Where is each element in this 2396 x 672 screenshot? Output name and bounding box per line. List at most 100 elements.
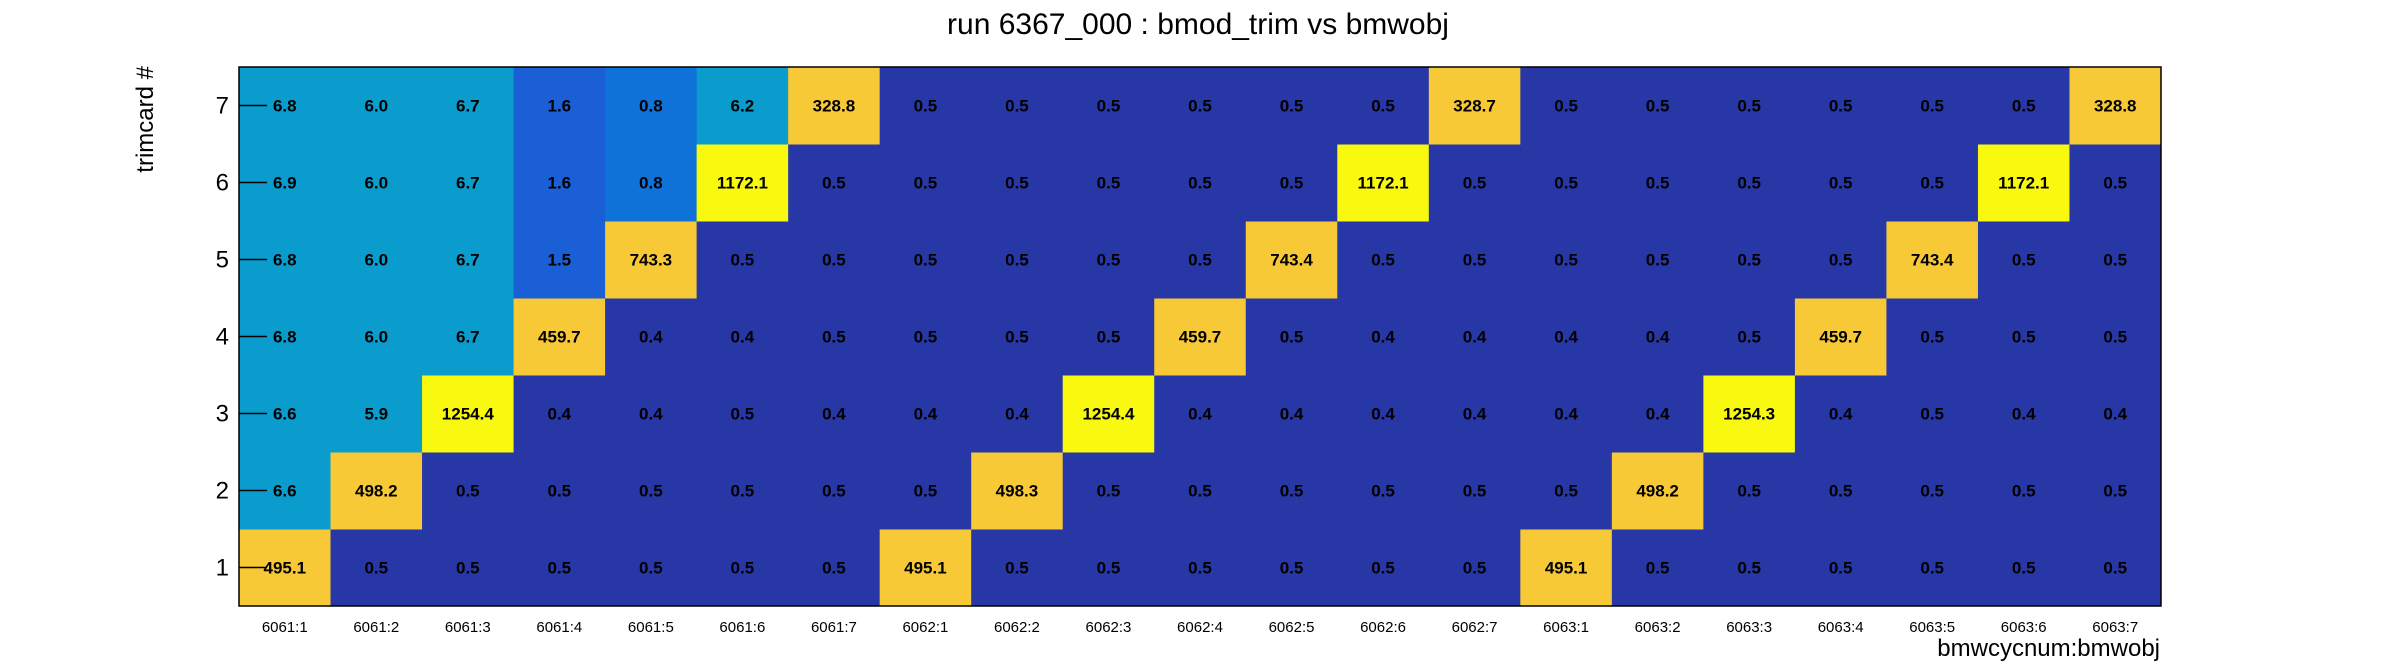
heatmap-cell <box>696 144 789 222</box>
heatmap-cell <box>879 298 972 376</box>
cell-value-label: 495.1 <box>904 559 947 578</box>
cell-value-label: 0.5 <box>1646 251 1670 270</box>
cell-value-label: 495.1 <box>1545 559 1588 578</box>
cell-value-label: 0.5 <box>1371 482 1395 501</box>
heatmap-cell <box>788 452 881 530</box>
x-tick-label: 6062:6 <box>1360 619 1406 636</box>
heatmap-cell <box>788 298 881 376</box>
heatmap-cell <box>879 221 972 299</box>
heatmap-cell <box>1794 67 1887 145</box>
heatmap-cell <box>971 529 1064 607</box>
cell-value-label: 0.5 <box>1554 251 1578 270</box>
cell-value-label: 0.8 <box>639 97 663 116</box>
cell-value-label: 0.4 <box>1463 328 1487 347</box>
cell-value-label: 0.5 <box>1554 482 1578 501</box>
cell-value-label: 0.5 <box>1371 559 1395 578</box>
heatmap-cell <box>1886 221 1979 299</box>
heatmap-cell <box>1886 452 1979 530</box>
heatmap-cell <box>1611 298 1704 376</box>
cell-value-label: 0.5 <box>1280 559 1304 578</box>
heatmap-cell <box>605 375 698 453</box>
heatmap-cell <box>1520 452 1613 530</box>
heatmap-cell <box>1794 221 1887 299</box>
heatmap-cell <box>1520 67 1613 145</box>
cell-value-label: 6.0 <box>364 174 388 193</box>
heatmap-cell <box>422 67 515 145</box>
heatmap-cell <box>330 375 423 453</box>
cell-value-label: 0.5 <box>1097 482 1121 501</box>
heatmap-cell <box>513 529 606 607</box>
cell-value-label: 0.5 <box>1737 174 1761 193</box>
heatmap-cell <box>1062 144 1155 222</box>
cell-value-label: 0.5 <box>1005 328 1029 347</box>
heatmap-cell <box>1154 67 1247 145</box>
heatmap-cell <box>1977 375 2070 453</box>
cell-value-label: 0.4 <box>914 405 938 424</box>
cell-value-label: 6.8 <box>273 251 297 270</box>
heatmap-cell <box>696 298 789 376</box>
heatmap-cell <box>1154 375 1247 453</box>
heatmap-cell <box>2069 144 2162 222</box>
cell-value-label: 0.4 <box>2012 405 2036 424</box>
cell-value-label: 6.8 <box>273 97 297 116</box>
cell-value-label: 6.6 <box>273 482 297 501</box>
cell-value-label: 1254.4 <box>442 405 495 424</box>
cell-value-label: 0.4 <box>1646 328 1670 347</box>
cell-value-label: 6.7 <box>456 251 480 270</box>
cell-value-label: 0.5 <box>1097 97 1121 116</box>
cell-value-label: 0.4 <box>731 328 755 347</box>
cell-value-label: 1.5 <box>548 251 572 270</box>
cell-value-label: 459.7 <box>1819 328 1862 347</box>
cell-value-label: 0.5 <box>731 405 755 424</box>
heatmap-cell <box>1337 452 1430 530</box>
cell-value-label: 0.5 <box>2103 328 2127 347</box>
heatmap-cell <box>696 67 789 145</box>
cell-value-label: 1.6 <box>548 97 572 116</box>
cell-value-label: 1.6 <box>548 174 572 193</box>
heatmap-cell <box>513 221 606 299</box>
cell-value-label: 0.4 <box>1188 405 1212 424</box>
heatmap-cell <box>330 298 423 376</box>
cell-value-label: 0.5 <box>2012 482 2036 501</box>
cell-value-label: 495.1 <box>263 559 306 578</box>
cell-value-label: 328.8 <box>813 97 856 116</box>
cell-value-label: 0.5 <box>1463 482 1487 501</box>
heatmap-cell <box>1245 529 1338 607</box>
heatmap-cell <box>1611 529 1704 607</box>
heatmap-cell <box>1794 298 1887 376</box>
cell-value-label: 0.5 <box>1554 174 1578 193</box>
heatmap-cell <box>1886 375 1979 453</box>
cell-value-label: 0.5 <box>822 559 846 578</box>
cell-value-label: 0.5 <box>639 482 663 501</box>
heatmap-cell <box>1520 375 1613 453</box>
cell-value-label: 0.4 <box>1554 328 1578 347</box>
cell-value-label: 0.5 <box>822 482 846 501</box>
x-axis-title: bmwcycnum:bmwobj <box>1937 635 2160 662</box>
cell-value-label: 0.5 <box>456 559 480 578</box>
heatmap-cell <box>1520 298 1613 376</box>
cell-value-label: 0.5 <box>2103 251 2127 270</box>
cell-value-label: 1172.1 <box>717 174 768 193</box>
heatmap-cell <box>1154 529 1247 607</box>
cell-value-label: 328.7 <box>1453 97 1496 116</box>
cell-value-label: 0.4 <box>1371 328 1395 347</box>
cell-value-label: 498.3 <box>996 482 1039 501</box>
heatmap-cell <box>1062 221 1155 299</box>
cell-value-label: 0.5 <box>364 559 388 578</box>
heatmap-cell <box>605 298 698 376</box>
cell-value-label: 0.5 <box>914 328 938 347</box>
cell-value-label: 0.5 <box>1646 97 1670 116</box>
cell-value-label: 0.5 <box>2103 482 2127 501</box>
cell-value-label: 0.5 <box>731 559 755 578</box>
cell-value-label: 6.0 <box>364 97 388 116</box>
cell-value-label: 0.5 <box>731 251 755 270</box>
cell-value-label: 459.7 <box>1179 328 1222 347</box>
heatmap-cell <box>1977 529 2070 607</box>
heatmap-cell <box>1703 221 1796 299</box>
cell-value-label: 0.5 <box>2012 328 2036 347</box>
heatmap-cell <box>1886 529 1979 607</box>
cell-value-label: 0.5 <box>914 97 938 116</box>
heatmap-cell <box>1154 144 1247 222</box>
heatmap-cell <box>879 144 972 222</box>
x-tick-label: 6063:4 <box>1818 619 1864 636</box>
